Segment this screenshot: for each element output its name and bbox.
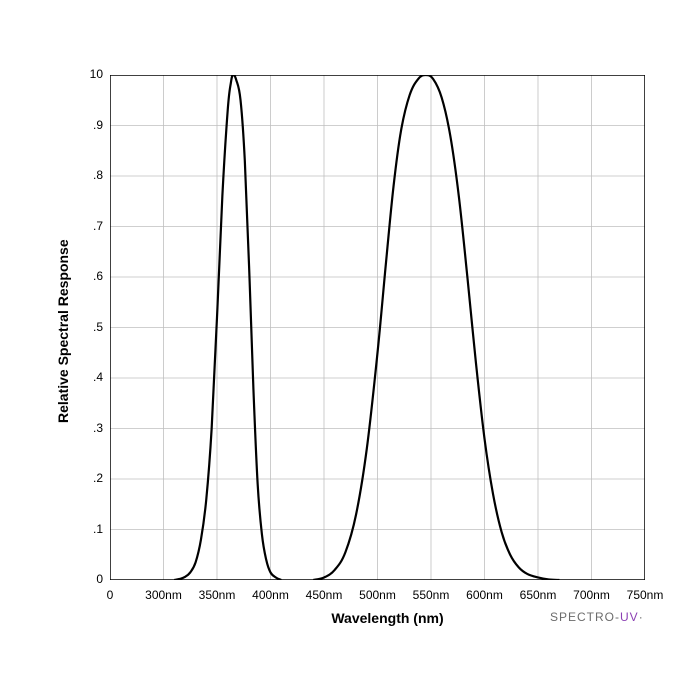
y-tick-label: 0 bbox=[75, 572, 103, 586]
x-axis-label: Wavelength (nm) bbox=[308, 610, 468, 626]
branding: SPECTRO-UV· bbox=[550, 610, 644, 624]
y-tick-label: .2 bbox=[75, 471, 103, 485]
x-tick-label: 700nm bbox=[567, 588, 617, 602]
y-tick-label: .5 bbox=[75, 320, 103, 334]
y-axis-label: Relative Spectral Response bbox=[55, 239, 71, 423]
y-tick-label: .6 bbox=[75, 269, 103, 283]
y-tick-label: .7 bbox=[75, 219, 103, 233]
x-tick-label: 300nm bbox=[139, 588, 189, 602]
x-tick-label: 650nm bbox=[513, 588, 563, 602]
y-tick-label: 10 bbox=[75, 67, 103, 81]
branding-main: SPECTRO- bbox=[550, 610, 620, 624]
x-tick-label: 550nm bbox=[406, 588, 456, 602]
y-tick-label: .3 bbox=[75, 421, 103, 435]
y-tick-label: .9 bbox=[75, 118, 103, 132]
branding-accent: UV bbox=[620, 610, 639, 624]
x-tick-label: 450nm bbox=[299, 588, 349, 602]
y-tick-label: .1 bbox=[75, 522, 103, 536]
x-tick-label: 750nm bbox=[620, 588, 670, 602]
x-tick-label: 500nm bbox=[353, 588, 403, 602]
x-tick-label: 400nm bbox=[246, 588, 296, 602]
y-tick-label: .8 bbox=[75, 168, 103, 182]
y-tick-label: .4 bbox=[75, 370, 103, 384]
chart-svg bbox=[110, 75, 645, 580]
x-tick-label: 0 bbox=[85, 588, 135, 602]
x-tick-label: 600nm bbox=[460, 588, 510, 602]
x-tick-label: 350nm bbox=[192, 588, 242, 602]
branding-suffix: · bbox=[639, 610, 644, 624]
plot-area bbox=[110, 75, 645, 580]
chart-page: { "chart": { "type": "line", "plot_area"… bbox=[0, 0, 700, 700]
